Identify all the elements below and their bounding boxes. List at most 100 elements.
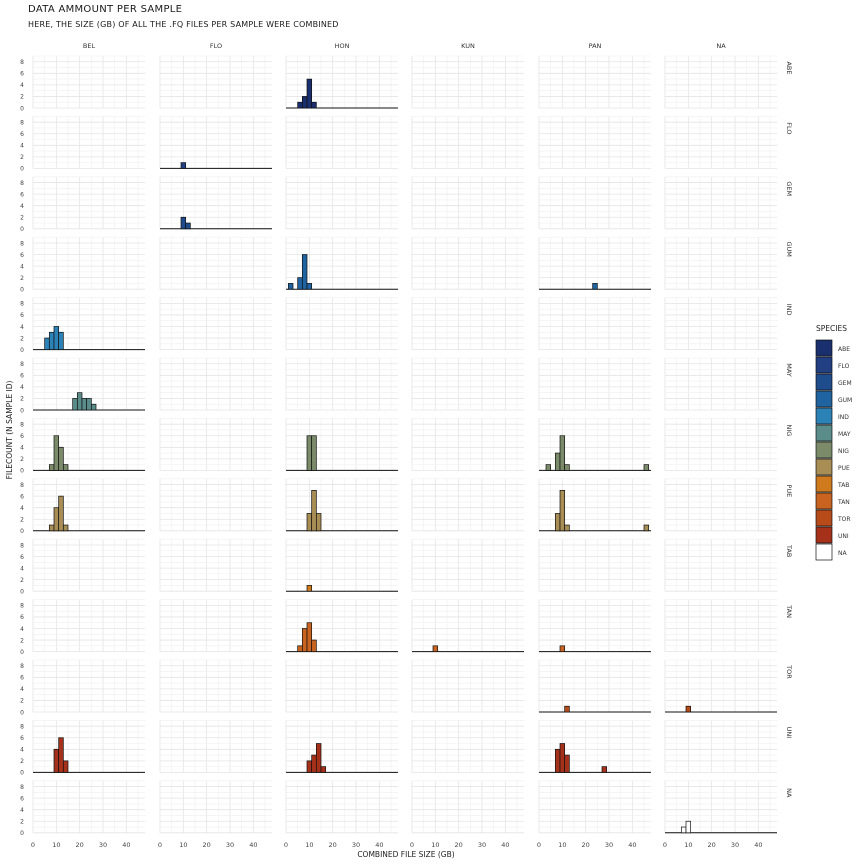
x-tick-label: 30 <box>352 841 360 849</box>
y-tick-label: 4 <box>20 263 24 270</box>
y-tick-label: 4 <box>20 445 24 452</box>
legend-swatch <box>815 356 833 374</box>
x-tick-label: 10 <box>305 841 313 849</box>
histogram-bar <box>44 337 50 350</box>
x-tick-label: 40 <box>628 841 636 849</box>
facet-row-label: PUE <box>785 484 793 497</box>
y-tick-label: 2 <box>20 94 24 101</box>
histogram-bar <box>311 639 317 652</box>
y-tick-label: 2 <box>20 758 24 765</box>
histogram-bar <box>311 754 317 773</box>
chart-title: DATA AMMOUNT PER SAMPLE <box>28 4 183 15</box>
y-tick-label: 8 <box>20 301 24 308</box>
histogram-bar <box>185 222 191 230</box>
y-tick-label: 0 <box>20 347 24 354</box>
histogram-bar <box>559 490 566 532</box>
y-tick-label: 6 <box>20 614 24 621</box>
histogram-bar <box>297 645 303 652</box>
y-tick-label: 4 <box>20 203 24 210</box>
histogram-bar <box>564 754 570 773</box>
x-tick-label: 10 <box>179 841 187 849</box>
legend-label: UNI <box>838 533 849 540</box>
legend-label: FLO <box>838 363 850 370</box>
histogram-bar <box>545 464 552 471</box>
histogram-bar <box>76 392 83 411</box>
y-tick-label: 2 <box>20 517 24 524</box>
legend-label: TAB <box>837 482 849 489</box>
y-tick-label: 8 <box>20 723 24 730</box>
histogram-bar <box>559 645 566 652</box>
facet-row-label: NIG <box>785 424 793 436</box>
y-tick-label: 8 <box>20 361 24 368</box>
x-tick-label: 0 <box>284 841 288 849</box>
histogram-bar <box>306 760 313 773</box>
y-tick-label: 4 <box>20 565 24 572</box>
y-tick-label: 4 <box>20 747 24 754</box>
histogram-bar <box>432 645 439 652</box>
histogram-bar <box>685 820 692 834</box>
histogram-bar <box>554 748 561 773</box>
y-tick-label: 2 <box>20 698 24 705</box>
histogram-bar <box>62 760 69 773</box>
y-tick-label: 0 <box>20 105 24 112</box>
histogram-bar <box>643 464 650 471</box>
x-tick-label: 0 <box>537 841 541 849</box>
y-tick-label: 6 <box>20 71 24 78</box>
y-tick-label: 8 <box>20 421 24 428</box>
facet-column-label: FLO <box>210 42 222 50</box>
x-tick-label: 20 <box>582 841 590 849</box>
legend-label: MAY <box>838 431 851 438</box>
y-tick-label: 6 <box>20 735 24 742</box>
y-tick-label: 8 <box>20 784 24 791</box>
legend-label: ABE <box>838 346 850 353</box>
legend-label: GEM <box>838 380 852 387</box>
facet-column-label: BEL <box>83 42 96 50</box>
histogram-bar <box>58 495 64 532</box>
histogram-bar <box>564 524 570 532</box>
y-tick-label: 2 <box>20 577 24 584</box>
histogram-bar <box>564 464 570 471</box>
facet-row-label: TAB <box>785 544 793 557</box>
histogram-bar <box>306 435 313 471</box>
histogram-bar <box>306 78 313 109</box>
x-tick-label: 20 <box>76 841 84 849</box>
x-tick-label: 40 <box>249 841 257 849</box>
x-tick-label: 30 <box>731 841 739 849</box>
histogram-bar <box>301 96 308 109</box>
y-tick-label: 8 <box>20 240 24 247</box>
x-tick-label: 40 <box>501 841 509 849</box>
chart-subtitle: HERE, THE SIZE (GB) OF ALL THE .FQ FILES… <box>28 20 339 29</box>
histogram-bar <box>48 464 55 471</box>
histogram-bar <box>53 326 60 350</box>
histogram-bar <box>62 464 69 471</box>
histogram-bar <box>48 524 55 532</box>
y-tick-label: 2 <box>20 335 24 342</box>
legend-label: IND <box>838 414 849 421</box>
y-tick-label: 6 <box>20 554 24 561</box>
legend-swatch <box>815 509 833 527</box>
x-tick-label: 30 <box>226 841 234 849</box>
legend-swatch <box>815 543 833 561</box>
histogram-bar <box>685 705 692 713</box>
y-tick-label: 4 <box>20 324 24 331</box>
x-tick-label: 40 <box>122 841 130 849</box>
histogram-bar <box>48 331 55 350</box>
x-tick-label: 20 <box>329 841 337 849</box>
y-tick-label: 0 <box>20 407 24 414</box>
histogram-bar <box>90 403 97 411</box>
legend-label: TAN <box>837 499 850 506</box>
facet-row-label: MAY <box>785 363 793 377</box>
histogram-bar <box>180 162 187 169</box>
legend-swatch <box>815 390 833 408</box>
y-tick-label: 4 <box>20 686 24 693</box>
facet-row-label: IND <box>785 304 793 316</box>
y-tick-label: 0 <box>20 528 24 535</box>
histogram-bar <box>311 490 317 532</box>
y-tick-label: 0 <box>20 830 24 837</box>
y-axis-title: FILECOUNT (N SAMPLE ID) <box>5 381 14 480</box>
facet-row-label: NA <box>785 788 793 798</box>
legend-swatch <box>815 526 833 544</box>
histogram-bar <box>58 737 64 773</box>
histogram-bar <box>86 398 92 411</box>
y-tick-label: 8 <box>20 119 24 126</box>
